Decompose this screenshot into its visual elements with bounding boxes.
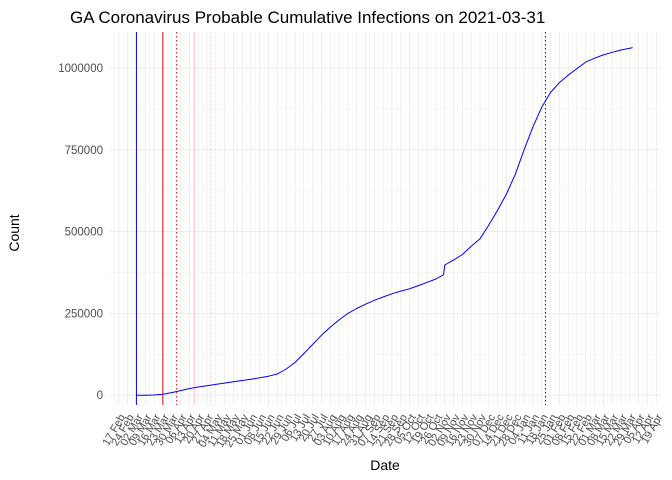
reference-lines <box>135 32 546 405</box>
data-point <box>206 385 208 387</box>
data-point <box>232 381 234 383</box>
data-point <box>303 353 305 355</box>
y-axis-label: Count <box>6 214 22 251</box>
data-point <box>356 308 358 309</box>
data-point <box>338 319 340 321</box>
data-point <box>567 74 569 76</box>
data-point <box>144 394 146 396</box>
data-point <box>197 386 199 388</box>
data-point <box>400 290 402 292</box>
data-point <box>435 278 437 280</box>
data-point <box>285 368 287 370</box>
data-point <box>470 245 472 247</box>
data-point <box>443 274 444 276</box>
data-point <box>171 392 173 393</box>
data-point <box>241 380 243 381</box>
data-point <box>250 378 252 380</box>
data-point <box>365 303 366 305</box>
x-axis-label: Date <box>370 457 400 473</box>
data-point <box>417 285 419 286</box>
series-layer <box>136 47 633 396</box>
data-point <box>426 281 428 283</box>
data-point <box>391 293 393 295</box>
data-point <box>444 264 446 266</box>
data-point <box>259 377 261 379</box>
data-point <box>532 126 534 128</box>
data-point <box>347 312 349 314</box>
data-point <box>382 296 384 298</box>
data-point <box>479 238 481 240</box>
data-point <box>611 51 613 53</box>
data-point <box>488 224 490 226</box>
data-point <box>180 390 181 392</box>
data-point <box>497 209 499 211</box>
data-point <box>631 47 633 49</box>
y-tick-label: 500000 <box>65 227 103 239</box>
data-point <box>453 259 454 261</box>
data-point <box>558 82 560 84</box>
data-point <box>585 61 587 63</box>
data-point <box>215 383 217 385</box>
data-point <box>514 173 516 175</box>
data-point <box>321 334 322 336</box>
series-line <box>136 47 633 396</box>
y-tick-label: 0 <box>97 390 103 402</box>
data-point <box>188 388 190 390</box>
data-point <box>373 299 375 301</box>
chart-title: GA Coronavirus Probable Cumulative Infec… <box>70 8 545 27</box>
data-point <box>602 54 604 56</box>
data-point <box>136 394 137 396</box>
data-point <box>576 68 578 70</box>
data-point <box>224 382 225 384</box>
y-tick-label: 750000 <box>65 145 103 157</box>
data-point <box>620 49 622 51</box>
data-point <box>294 362 296 363</box>
data-point <box>312 344 314 345</box>
data-point <box>162 393 164 395</box>
data-point <box>541 106 543 108</box>
data-point <box>329 326 331 328</box>
data-point <box>153 394 155 396</box>
y-axis: 0 250000 500000 750000 1000000 <box>58 63 103 402</box>
data-point <box>594 57 595 59</box>
data-point <box>268 375 269 377</box>
data-point <box>276 373 278 375</box>
data-point <box>550 92 551 93</box>
data-point <box>409 288 410 290</box>
data-point <box>506 193 507 195</box>
data-point <box>462 254 463 255</box>
data-point <box>523 149 525 151</box>
y-tick-label: 250000 <box>65 308 103 320</box>
y-tick-label: 1000000 <box>58 63 103 75</box>
grid <box>110 32 660 405</box>
